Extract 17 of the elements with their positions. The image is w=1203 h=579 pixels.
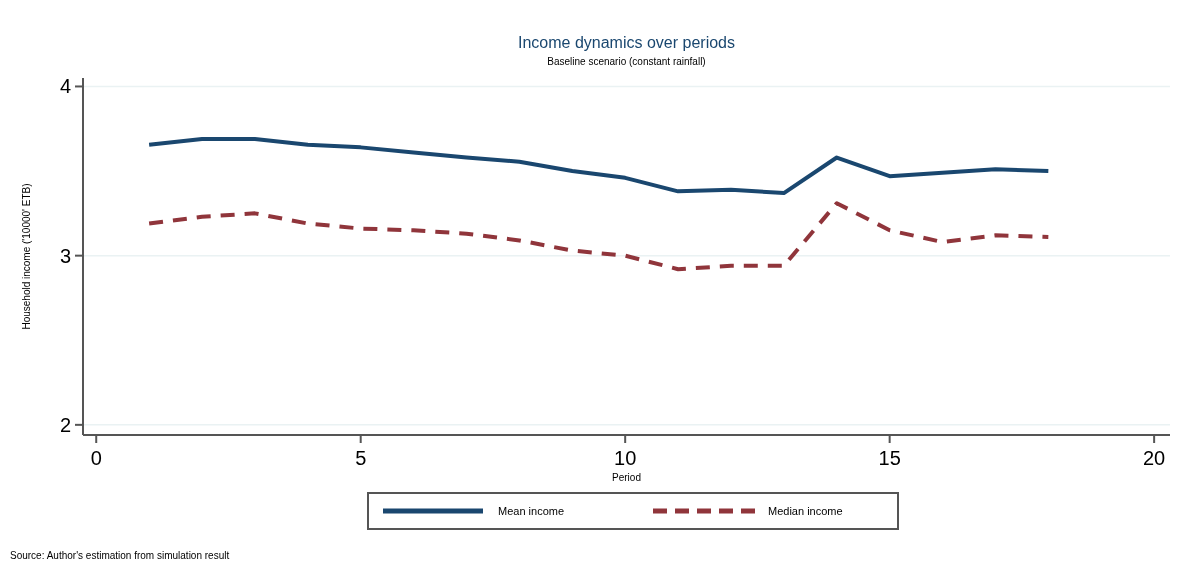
x-tick-label: 10 bbox=[614, 447, 637, 469]
y-tick-label: 4 bbox=[59, 75, 71, 98]
y-tick-label: 2 bbox=[59, 413, 71, 436]
x-tick-label: 0 bbox=[90, 447, 102, 469]
y-axis-title: Household income ('10000' ETB) bbox=[21, 183, 32, 330]
chart-subtitle: Baseline scenario (constant rainfall) bbox=[547, 56, 706, 67]
line-series bbox=[147, 201, 1051, 272]
legend-label: Median income bbox=[768, 504, 843, 517]
x-axis-title: Period bbox=[612, 472, 641, 483]
line-series bbox=[147, 136, 1051, 196]
source-note: Source: Author's estimation from simulation result bbox=[10, 550, 230, 561]
x-tick-label: 20 bbox=[1143, 447, 1166, 469]
chart-title: Income dynamics over periods bbox=[518, 34, 735, 51]
x-tick-label: 15 bbox=[878, 447, 901, 469]
x-tick-label: 5 bbox=[355, 447, 367, 469]
y-tick-label: 3 bbox=[59, 244, 71, 267]
legend-label: Mean income bbox=[498, 504, 565, 517]
